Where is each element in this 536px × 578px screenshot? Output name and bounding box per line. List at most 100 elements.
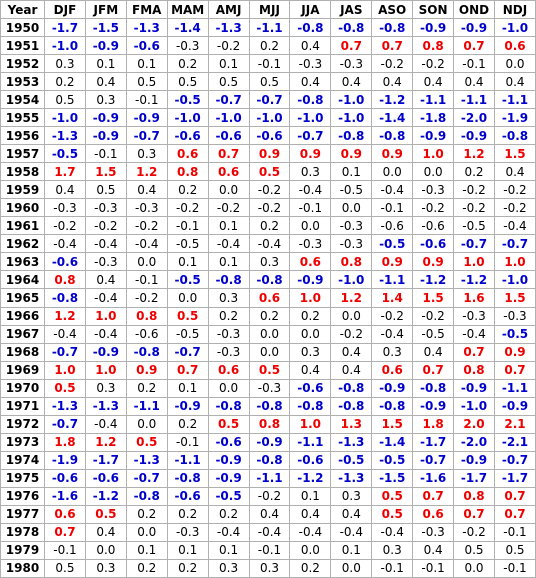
- value-cell: -1.0: [44, 36, 86, 56]
- value-cell: 0.0: [371, 162, 414, 182]
- value-cell: -0.6: [412, 216, 455, 236]
- value-cell: -0.8: [248, 270, 291, 290]
- value-cell: -0.4: [289, 522, 332, 542]
- table-row: 1955 -1.0 -0.9 -0.9 -1.0 -1.0 -1.0 -1.0 -1.0 -1.4…: [0, 108, 536, 128]
- value-cell: -0.2: [493, 198, 536, 218]
- value-cell: -2.1: [493, 432, 536, 452]
- value-cell: 1.7: [44, 162, 86, 182]
- value-cell: -0.4: [330, 522, 373, 542]
- value-cell: 1.8: [412, 414, 455, 434]
- value-cell: -1.0: [330, 90, 373, 110]
- value-cell: -0.5: [44, 144, 86, 164]
- value-cell: -0.4: [44, 234, 86, 254]
- value-cell: -0.8: [125, 486, 168, 506]
- value-cell: 0.6: [248, 288, 291, 308]
- year-cell: 1962: [0, 234, 45, 254]
- table-row: 1950 -1.7 -1.5 -1.3 -1.4 -1.3 -1.1 -0.8 -0.8 -0.8…: [0, 17, 536, 38]
- value-cell: -0.2: [207, 36, 250, 56]
- value-cell: -0.6: [44, 468, 86, 488]
- value-cell: -0.4: [248, 234, 291, 254]
- year-cell: 1970: [0, 378, 45, 398]
- value-cell: -0.9: [412, 126, 455, 146]
- value-cell: -0.4: [371, 324, 414, 344]
- value-cell: -1.4: [371, 108, 414, 128]
- value-cell: 0.3: [84, 378, 127, 398]
- value-cell: -1.2: [289, 468, 332, 488]
- value-cell: -0.3: [453, 306, 495, 326]
- table-row: 1967 -0.4 -0.4 -0.6 -0.5 -0.3 0.0 0.0 -0.2 -0.4 -0…: [0, 324, 536, 344]
- value-cell: -0.7: [125, 468, 168, 488]
- value-cell: -0.4: [289, 180, 332, 200]
- table-row: 1954 0.5 0.3 -0.1 -0.5 -0.7 -0.7 -0.8 -1.0 -1.2 -1…: [0, 90, 536, 110]
- value-cell: 0.9: [371, 252, 414, 272]
- value-cell: 0.4: [330, 342, 373, 362]
- value-cell: -1.0: [44, 108, 86, 128]
- year-cell: 1974: [0, 450, 45, 470]
- value-cell: -0.3: [207, 342, 250, 362]
- value-cell: -0.1: [248, 54, 291, 74]
- value-cell: -0.2: [412, 54, 455, 74]
- value-cell: -0.3: [125, 198, 168, 218]
- year-cell: 1965: [0, 288, 45, 308]
- value-cell: 0.7: [412, 360, 455, 380]
- column-header: Year: [0, 0, 45, 19]
- value-cell: -0.9: [84, 36, 127, 56]
- value-cell: -0.8: [371, 396, 414, 416]
- value-cell: 1.0: [493, 252, 536, 272]
- value-cell: 1.0: [412, 144, 455, 164]
- value-cell: 0.5: [166, 72, 209, 92]
- value-cell: -1.3: [207, 17, 250, 38]
- value-cell: -1.0: [207, 108, 250, 128]
- value-cell: -0.2: [412, 198, 455, 218]
- value-cell: -0.9: [453, 126, 495, 146]
- column-header: NDJ: [493, 0, 536, 19]
- value-cell: 0.9: [412, 252, 455, 272]
- value-cell: -1.2: [453, 270, 495, 290]
- value-cell: -0.4: [493, 216, 536, 236]
- value-cell: 0.8: [330, 252, 373, 272]
- value-cell: 1.5: [84, 162, 127, 182]
- value-cell: -0.5: [493, 324, 536, 344]
- value-cell: -1.1: [166, 450, 209, 470]
- value-cell: 0.0: [412, 162, 455, 182]
- value-cell: 0.4: [371, 72, 414, 92]
- value-cell: 0.4: [412, 342, 455, 362]
- year-cell: 1972: [0, 414, 45, 434]
- value-cell: -1.0: [248, 108, 291, 128]
- value-cell: -0.8: [44, 288, 86, 308]
- value-cell: -1.0: [493, 17, 536, 38]
- value-cell: -1.0: [289, 108, 332, 128]
- value-cell: -0.5: [166, 270, 209, 290]
- value-cell: 0.6: [493, 36, 536, 56]
- year-cell: 1954: [0, 90, 45, 110]
- value-cell: 0.1: [166, 540, 209, 560]
- value-cell: -0.8: [412, 378, 455, 398]
- value-cell: -0.6: [125, 324, 168, 344]
- value-cell: 0.4: [289, 360, 332, 380]
- value-cell: 0.9: [289, 144, 332, 164]
- value-cell: 0.4: [125, 180, 168, 200]
- value-cell: -1.5: [371, 468, 414, 488]
- value-cell: 0.3: [248, 252, 291, 272]
- value-cell: 1.2: [453, 144, 495, 164]
- value-cell: -0.9: [371, 378, 414, 398]
- year-cell: 1963: [0, 252, 45, 272]
- value-cell: 0.3: [248, 558, 291, 578]
- value-cell: -1.1: [493, 378, 536, 398]
- value-cell: -1.2: [84, 486, 127, 506]
- value-cell: -0.5: [412, 324, 455, 344]
- value-cell: -1.9: [493, 108, 536, 128]
- value-cell: -1.7: [84, 450, 127, 470]
- value-cell: -1.1: [248, 468, 291, 488]
- value-cell: -0.1: [453, 54, 495, 74]
- value-cell: -0.6: [412, 234, 455, 254]
- value-cell: 0.4: [412, 540, 455, 560]
- table-row: 1974 -1.9 -1.7 -1.3 -1.1 -0.9 -0.8 -0.6 -0.5 -0.5…: [0, 450, 536, 470]
- value-cell: 0.3: [44, 54, 86, 74]
- value-cell: 0.2: [207, 504, 250, 524]
- value-cell: -0.6: [289, 378, 332, 398]
- table-row: 1970 0.5 0.3 0.2 0.1 0.0 -0.3 -0.6 -0.8 -0.9 -0.8-…: [0, 378, 536, 398]
- value-cell: 0.8: [166, 162, 209, 182]
- value-cell: 0.1: [207, 540, 250, 560]
- value-cell: 0.8: [412, 36, 455, 56]
